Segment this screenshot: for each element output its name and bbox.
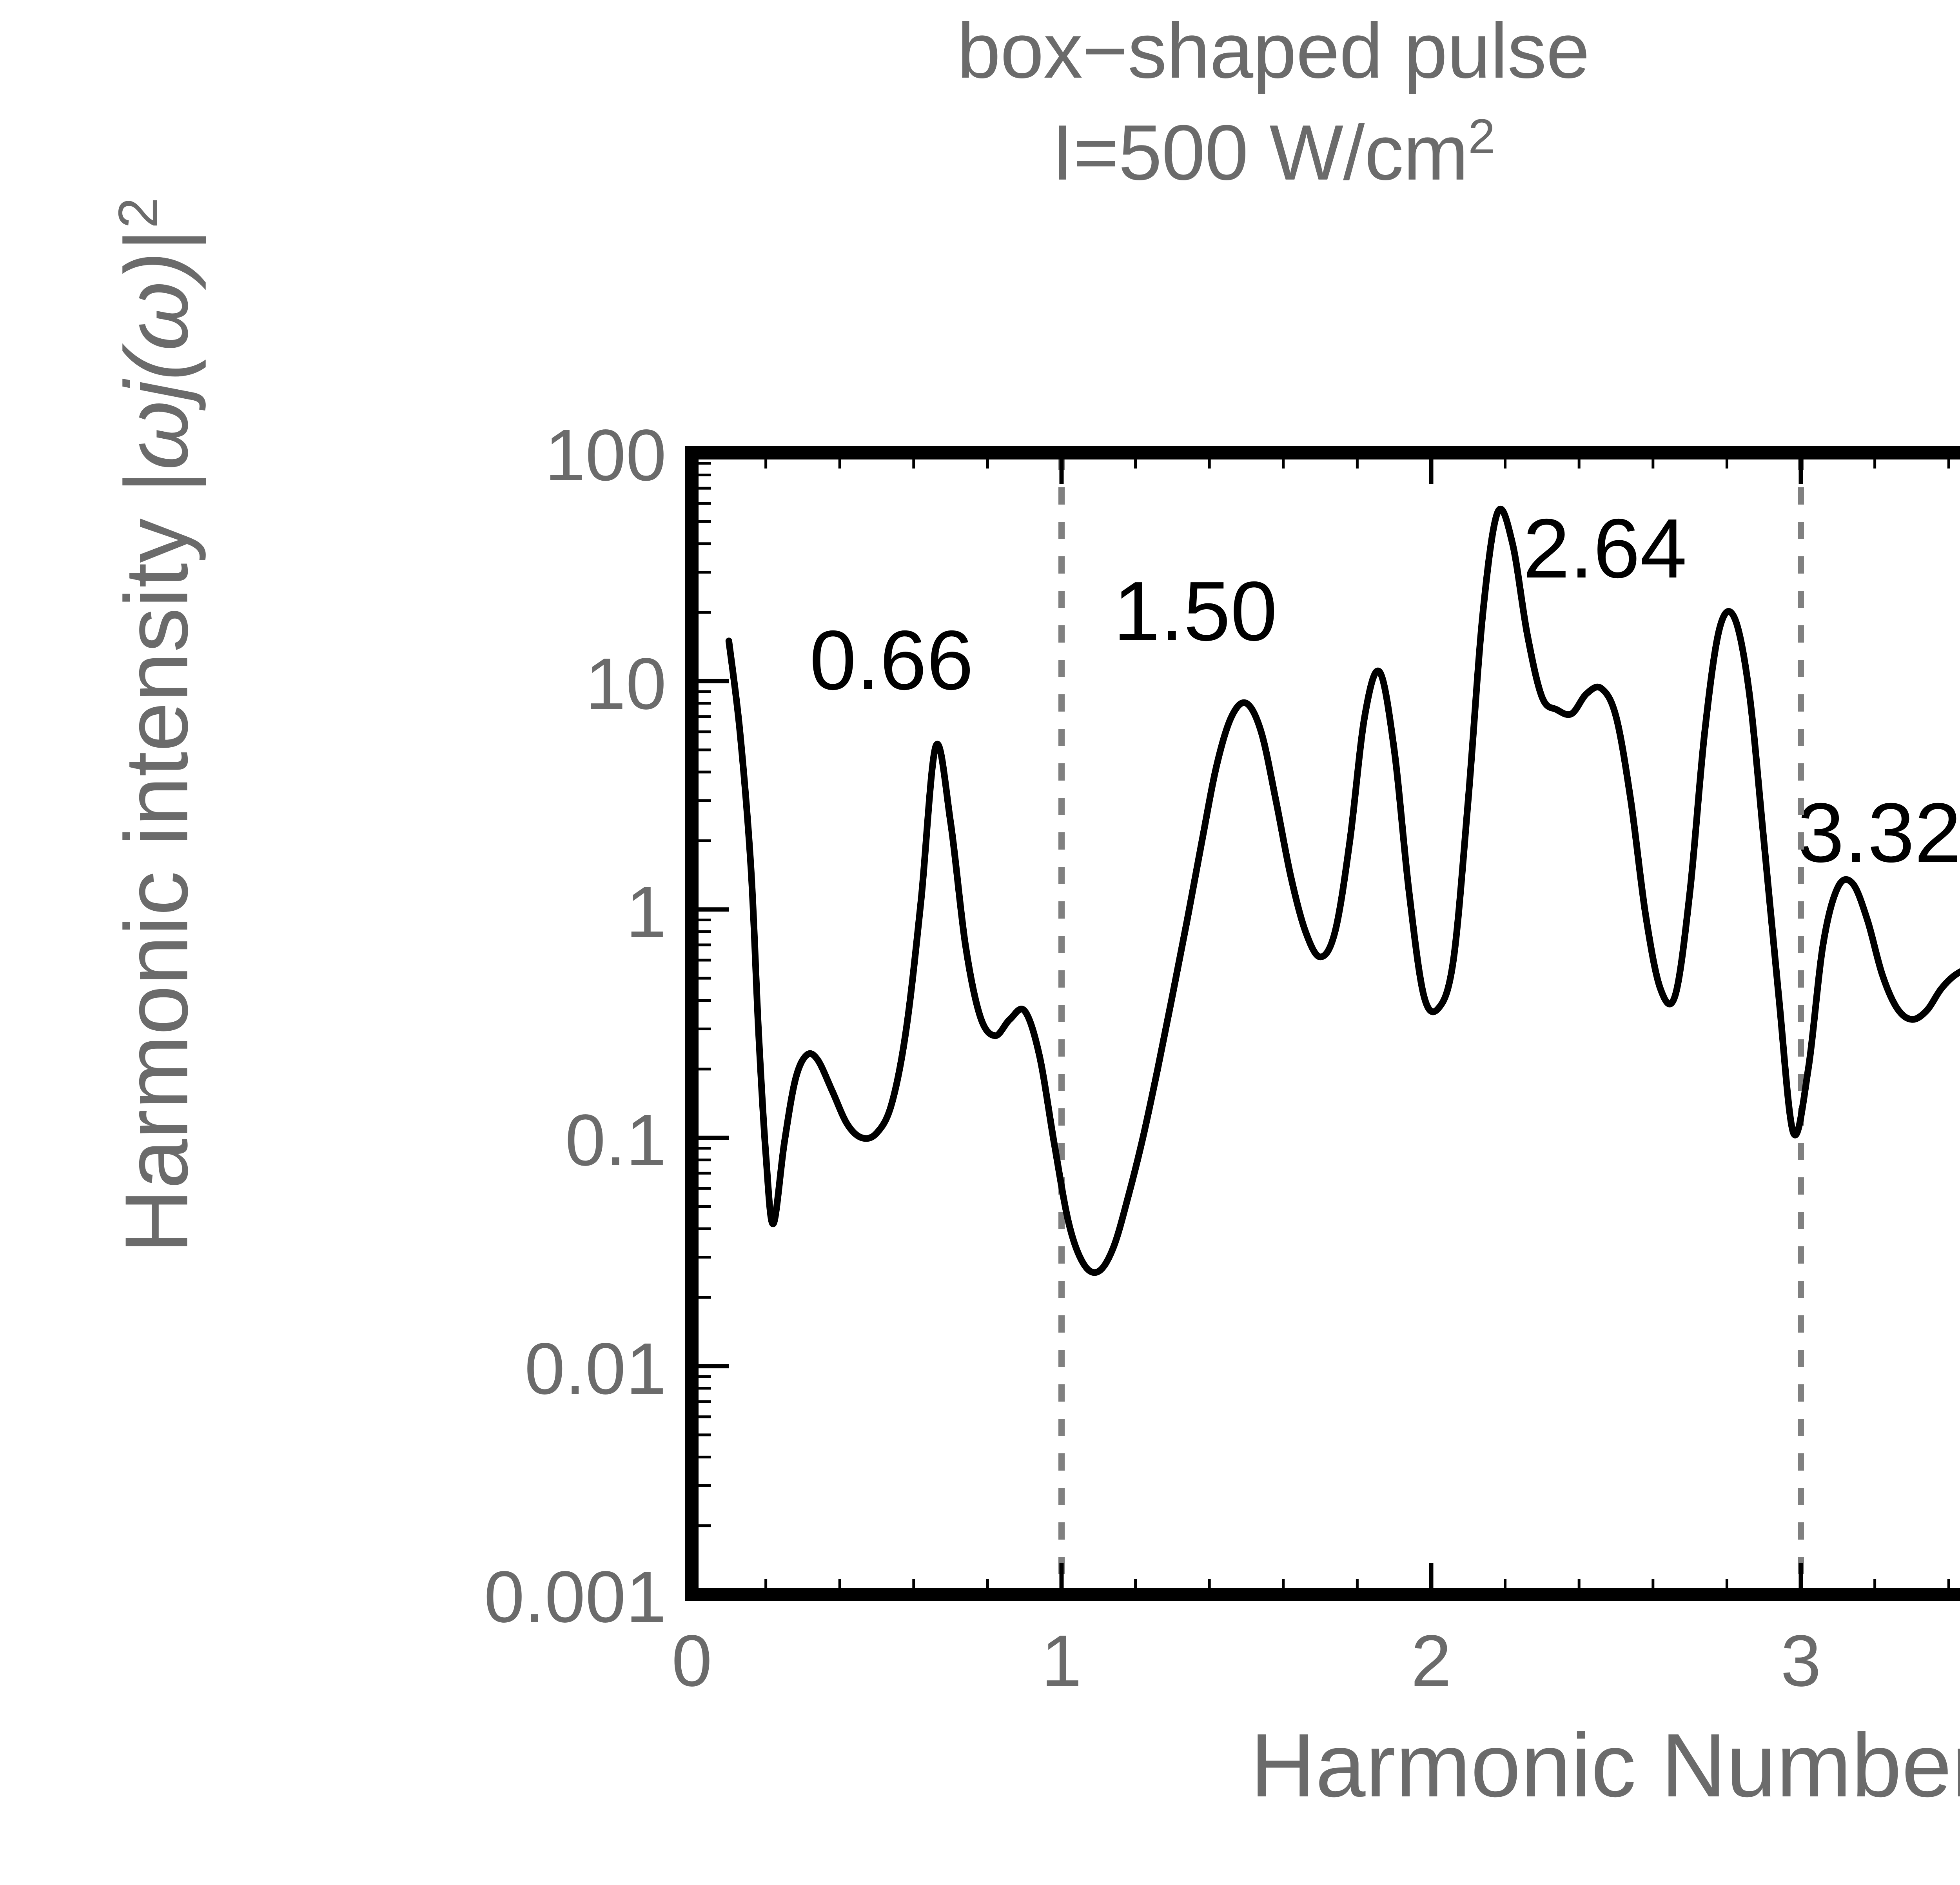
chart-title-line-1: box−shaped pulse <box>957 7 1590 94</box>
peak-annotation-3.32: 3.32 <box>1797 785 1960 880</box>
y-tick-label-10: 10 <box>585 643 666 725</box>
peak-annotation-1.50: 1.50 <box>1113 564 1278 658</box>
data-curve-group <box>725 506 1960 1276</box>
y-tick-label-0.1: 0.1 <box>565 1100 666 1181</box>
x-tick-label-3: 3 <box>1780 1620 1821 1702</box>
axis-major-ticks <box>690 450 1803 1597</box>
plot-frame <box>685 446 1960 1601</box>
x-tick-label-0: 0 <box>671 1620 712 1702</box>
chart-title-intensity-text: I=500 W/cm <box>1051 109 1469 196</box>
chart-title: box−shaped pulse I=500 W/cm2 <box>0 0 1960 204</box>
x-tick-label-2: 2 <box>1411 1620 1452 1702</box>
harmonic-spectrum-curve <box>725 506 1960 1276</box>
peak-annotation-0.66: 0.66 <box>809 613 974 707</box>
y-tick-label-0.01: 0.01 <box>524 1328 666 1409</box>
y-tick-label-0.001: 0.001 <box>484 1556 666 1638</box>
guide-lines <box>1058 453 1804 1594</box>
chart-title-superscript: 2 <box>1468 109 1495 164</box>
y-tick-label-1: 1 <box>626 872 666 953</box>
y-tick-label-100: 100 <box>544 415 666 496</box>
peak-annotation-2.64: 2.64 <box>1523 501 1687 596</box>
chart-title-line-2: I=500 W/cm2 <box>0 102 1960 204</box>
x-axis-title: Harmonic Number <box>1250 1715 1960 1816</box>
y-axis-minor-ticks <box>692 462 711 1527</box>
x-tick-label-1: 1 <box>1041 1620 1082 1702</box>
